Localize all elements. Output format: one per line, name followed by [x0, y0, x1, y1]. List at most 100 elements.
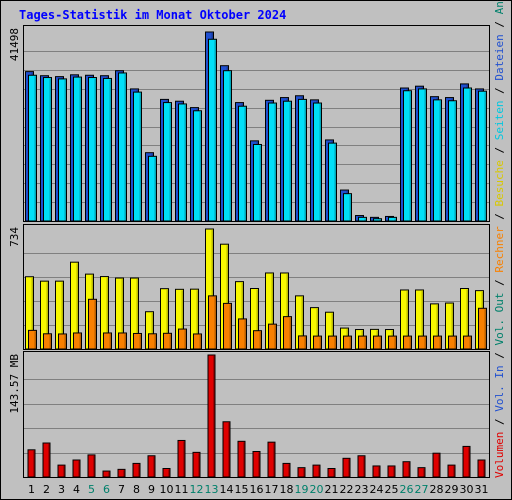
bar-bot-volumen-day20	[312, 464, 321, 478]
bar-top-seiten-day27-shade	[424, 89, 426, 221]
bar-mid-rechner-day1-shade	[34, 331, 36, 349]
bar-mid-besuche-day26-shade	[406, 290, 408, 349]
bar-top-seiten-day23-shade	[364, 218, 366, 221]
bar-mid-besuche-day29-shade	[451, 304, 453, 349]
bar-mid-besuche-day3-shade	[61, 282, 63, 349]
bar-mid-rechner-day26-body	[403, 335, 412, 350]
panel-bot-max-label: 143.57 MB	[8, 354, 21, 414]
bar-mid-rechner-day27-shade	[424, 337, 426, 349]
bar-mid-rechner-day22-shade	[349, 337, 351, 349]
bar-bot-volumen-day13	[207, 354, 216, 478]
bar-top-seiten-day3-body	[58, 78, 67, 222]
bar-top-seiten-day18-body	[283, 100, 292, 222]
bar-mid-rechner-day24-shade	[379, 337, 381, 349]
bar-top-seiten-day1-shade	[34, 76, 36, 222]
bar-mid-besuche-day28-shade	[436, 304, 438, 349]
bar-top-seiten-day22-shade	[349, 194, 351, 221]
bar-mid-rechner-day30-body	[463, 335, 472, 350]
bar-bot-volumen-day9	[147, 455, 156, 478]
legend-entry: /	[493, 346, 506, 366]
bar-bot-volumen-day24-body	[372, 465, 381, 478]
x-tick-label: 4	[73, 483, 80, 496]
legend-entry: Rechner	[493, 226, 506, 273]
bar-mid-besuche-day21-shade	[331, 313, 333, 349]
bar-mid-rechner-day25-shade	[394, 337, 396, 349]
legend-entry: /	[493, 140, 506, 160]
bar-mid-rechner-day18	[283, 316, 292, 350]
bar-mid-rechner-day8-shade	[139, 334, 141, 349]
bar-bot-volumen-day24-shade	[378, 466, 380, 477]
bar-bot-volumen-day25	[387, 465, 396, 478]
bar-bot-volumen-day12-shade	[198, 453, 200, 477]
bar-mid-rechner-day7	[118, 332, 127, 350]
x-tick-label: 11	[175, 483, 189, 496]
bar-top-seiten-day5-body	[88, 77, 97, 222]
bar-bot-volumen-day11-body	[177, 439, 186, 478]
bar-mid-besuche-day13-shade	[211, 230, 213, 349]
bar-mid-rechner-day3-shade	[64, 334, 66, 349]
bar-mid-rechner-day23-body	[358, 335, 367, 350]
bar-top-seiten-day27	[418, 88, 427, 222]
x-tick-label: 21	[325, 483, 339, 496]
bar-mid-rechner-day31-shade	[484, 309, 486, 349]
bar-bot-volumen-day22	[342, 457, 351, 478]
bar-mid-rechner-day20	[313, 335, 322, 350]
x-tick-label: 6	[103, 483, 110, 496]
bar-mid-rechner-day7-body	[118, 332, 127, 350]
bar-top-seiten-day26	[403, 90, 412, 222]
bar-top-seiten-day13-body	[208, 38, 217, 222]
x-tick-label: 24	[370, 483, 384, 496]
bar-mid-rechner-day28	[433, 335, 442, 350]
bar-mid-rechner-day12-body	[193, 333, 202, 350]
bar-top-seiten-day19-body	[298, 98, 307, 222]
x-tick-label: 15	[235, 483, 249, 496]
bar-mid-rechner-day17-body	[268, 323, 277, 350]
bar-bot-volumen-day31-shade	[483, 461, 485, 477]
bar-top-seiten-day15	[238, 105, 247, 222]
bar-bot-volumen-day11-shade	[183, 441, 185, 477]
bar-bot-volumen-day18-body	[282, 462, 291, 478]
x-tick-label: 8	[133, 483, 140, 496]
bar-bot-volumen-day27-body	[417, 467, 426, 478]
x-tick-label: 27	[415, 483, 429, 496]
bar-mid-rechner-day17	[268, 323, 277, 350]
bar-bot-volumen-day10-body	[162, 468, 171, 478]
bar-bot-volumen-day5	[87, 454, 96, 478]
bar-bot-volumen-day15-body	[237, 440, 246, 478]
bar-bot-volumen-day26-body	[402, 461, 411, 478]
bar-mid-rechner-day29-shade	[454, 337, 456, 349]
bar-mid-rechner-day23	[358, 335, 367, 350]
x-tick-label: 17	[265, 483, 279, 496]
x-tick-label: 10	[160, 483, 174, 496]
bar-bot-volumen-day27	[417, 467, 426, 478]
x-tick-label: 16	[250, 483, 264, 496]
bar-top-seiten-day8-shade	[139, 93, 141, 221]
bar-mid-besuche-day27-shade	[421, 290, 423, 349]
bar-mid-rechner-day6-body	[103, 332, 112, 350]
bar-mid-rechner-day15-shade	[244, 319, 246, 349]
bar-bot-volumen-day17-shade	[273, 443, 275, 477]
bar-mid-rechner-day4	[73, 332, 82, 350]
bar-bot-volumen-day28-shade	[438, 454, 440, 477]
bar-mid-rechner-day22-body	[343, 335, 352, 350]
bar-top-seiten-day2-body	[43, 77, 52, 222]
bar-top-seiten-day20-shade	[319, 104, 321, 221]
bar-top-seiten-day31-body	[478, 90, 487, 222]
x-tick-label: 22	[340, 483, 354, 496]
bar-bot-volumen-day4-body	[72, 459, 81, 478]
bar-mid-besuche-day15-shade	[241, 282, 243, 349]
x-tick-label: 3	[58, 483, 65, 496]
bar-mid-rechner-day12-shade	[199, 334, 201, 349]
bar-bot-volumen-day29	[447, 464, 456, 478]
bar-mid-besuche-day1-shade	[31, 277, 33, 349]
bar-mid-rechner-day20-shade	[319, 337, 321, 349]
bar-bot-volumen-day18	[282, 462, 291, 478]
bar-bot-volumen-day19	[297, 467, 306, 478]
bar-mid-rechner-day5-body	[88, 298, 97, 350]
bar-bot-volumen-day19-body	[297, 467, 306, 478]
bar-bot-volumen-day9-body	[147, 455, 156, 478]
bar-mid-rechner-day16-body	[253, 330, 262, 350]
bar-mid-besuche-day2-shade	[46, 282, 48, 349]
bar-top-seiten-day21-shade	[334, 144, 336, 221]
